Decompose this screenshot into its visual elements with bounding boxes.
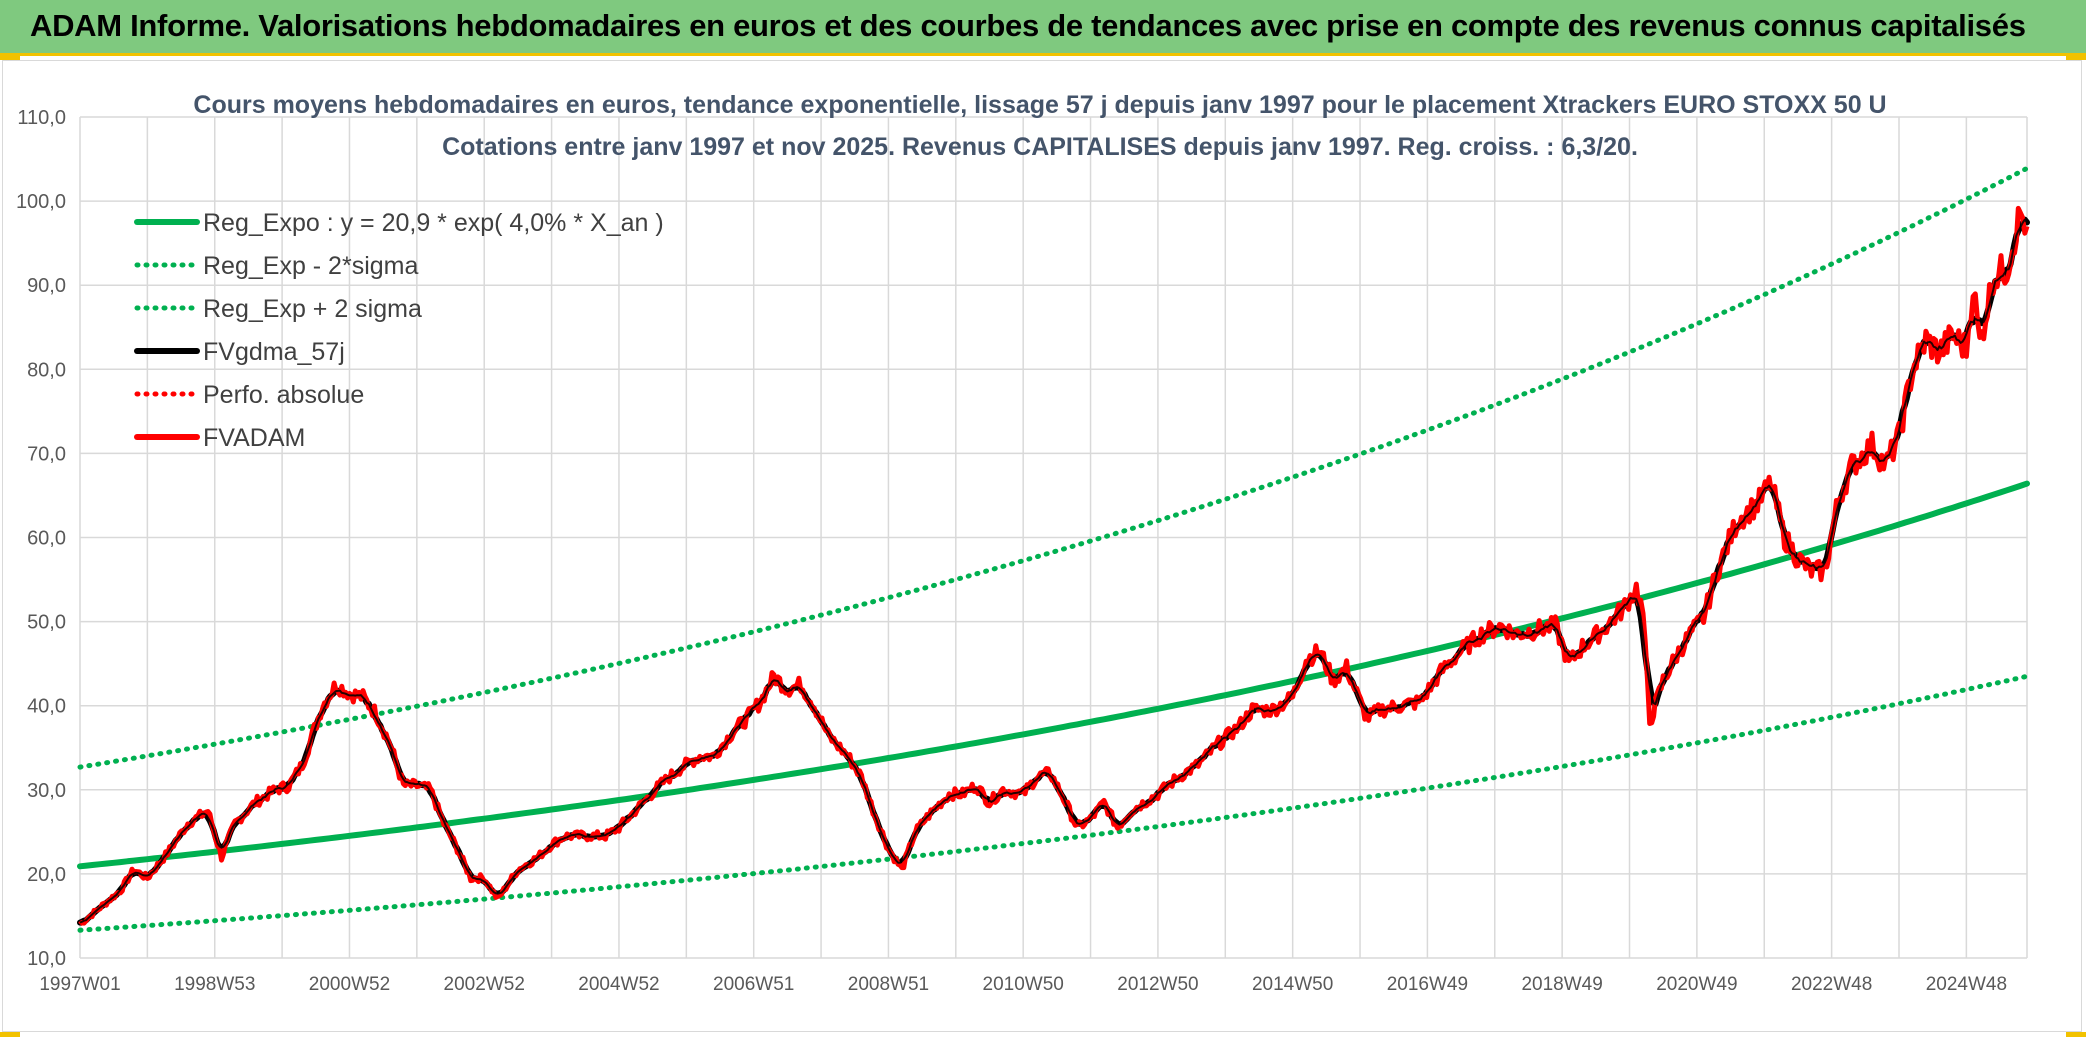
x-tick-label: 2004W52 [578,974,659,995]
report-title: ADAM Informe. Valorisations hebdomadaire… [30,8,2026,43]
series-line-3 [77,165,2030,770]
y-tick-label: 110,0 [17,107,66,129]
y-tick-label: 90,0 [27,275,66,297]
series-lines [77,165,2030,933]
x-tick-label: 2020W49 [1656,974,1737,995]
banner-accent-right [2066,54,2086,60]
y-tick-label: 100,0 [16,191,66,213]
x-tick-label: 2018W49 [1521,974,1602,995]
series-line-2 [77,673,2030,933]
legend-label-3: Reg_Exp + 2 sigma [203,295,422,323]
y-tick-label: 20,0 [27,864,66,886]
chart-subtitle: Cotations entre janv 1997 et nov 2025. R… [442,133,1638,161]
y-tick-label: 30,0 [27,780,66,802]
x-tick-label: 2000W52 [309,974,390,995]
legend: Reg_Expo : y = 20,9 * exp( 4,0% * X_an )… [134,209,664,452]
legend-label-1: Reg_Expo : y = 20,9 * exp( 4,0% * X_an ) [203,209,664,237]
y-axis-ticks: 10,0 20,0 30,0 40,0 50,0 60,0 70,0 80,0 90,0 100,… [16,107,66,970]
footer-accent-right [2066,1032,2086,1037]
footer-accent-left [0,1032,20,1037]
y-tick-label: 60,0 [27,528,66,550]
x-tick-label: 2006W51 [713,974,794,995]
series-line-fvadam [78,205,2030,927]
x-tick-label: 2012W50 [1117,974,1198,995]
x-tick-label: 2002W52 [444,974,525,995]
x-tick-label: 1998W53 [174,974,255,995]
chart-title: Cours moyens hebdomadaires en euros, ten… [193,91,1886,119]
legend-label-5: Perfo. absolue [203,381,364,409]
y-tick-label: 50,0 [27,612,66,634]
x-axis-ticks: 1997W01 1998W53 2000W52 2002W52 2004W52 2006W… [39,974,2007,995]
y-tick-label: 40,0 [27,696,66,718]
y-tick-label: 10,0 [27,948,66,970]
series-line-fvgdma-overlay [79,218,2028,924]
y-tick-label: 70,0 [27,443,66,465]
x-tick-label: 2014W50 [1252,974,1333,995]
banner-accent-left [0,54,20,60]
x-tick-label: 2024W48 [1926,974,2007,995]
legend-label-2: Reg_Exp - 2*sigma [203,252,418,280]
x-tick-label: 2022W48 [1791,974,1872,995]
report-banner: ADAM Informe. Valorisations hebdomadaire… [0,0,2086,56]
chart-frame [2,60,2082,1032]
x-tick-label: 2010W50 [983,974,1064,995]
series-line-1 [77,480,2030,870]
x-tick-label: 1997W01 [39,974,120,995]
x-tick-label: 2016W49 [1387,974,1468,995]
y-tick-label: 80,0 [27,359,66,381]
legend-label-6: FVADAM [203,424,305,452]
legend-label-4: FVgdma_57j [203,338,345,366]
x-tick-label: 2008W51 [848,974,929,995]
